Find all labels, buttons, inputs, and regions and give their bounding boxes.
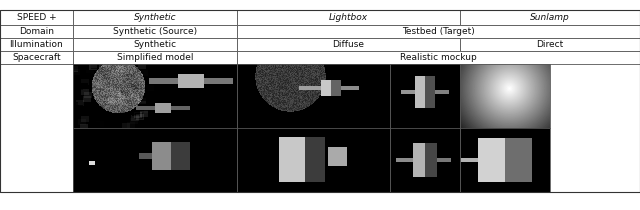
Text: Synthetic (Source): Synthetic (Source) [113, 27, 197, 36]
Bar [73, 10, 237, 25]
Bar [73, 25, 237, 38]
Bar [0, 38, 73, 51]
Bar [0, 10, 640, 192]
Bar [0, 10, 73, 25]
Bar [237, 64, 390, 192]
Text: Realistic mockup: Realistic mockup [400, 53, 477, 62]
Text: Simplified model: Simplified model [116, 53, 193, 62]
Text: Diffuse: Diffuse [333, 40, 365, 49]
Text: Synthetic: Synthetic [133, 40, 177, 49]
Bar [73, 64, 237, 192]
Text: Lightbox: Lightbox [329, 13, 368, 22]
Bar [0, 25, 73, 38]
Bar [237, 25, 640, 38]
Text: Testbed (Target): Testbed (Target) [402, 27, 475, 36]
Bar [460, 38, 640, 51]
Bar [460, 64, 550, 192]
Bar [460, 10, 640, 25]
Text: Direct: Direct [536, 40, 564, 49]
Bar [73, 38, 237, 51]
Bar [390, 64, 460, 192]
Text: Sunlamp: Sunlamp [530, 13, 570, 22]
Text: Synthetic: Synthetic [134, 13, 176, 22]
Bar [237, 38, 460, 51]
Bar [73, 51, 237, 64]
Text: Spacecraft: Spacecraft [12, 53, 61, 62]
Text: Domain: Domain [19, 27, 54, 36]
Bar [237, 10, 460, 25]
Text: Illumination: Illumination [10, 40, 63, 49]
Bar [0, 64, 73, 192]
Bar [237, 51, 640, 64]
Bar [0, 51, 73, 64]
Text: SPEED +: SPEED + [17, 13, 56, 22]
